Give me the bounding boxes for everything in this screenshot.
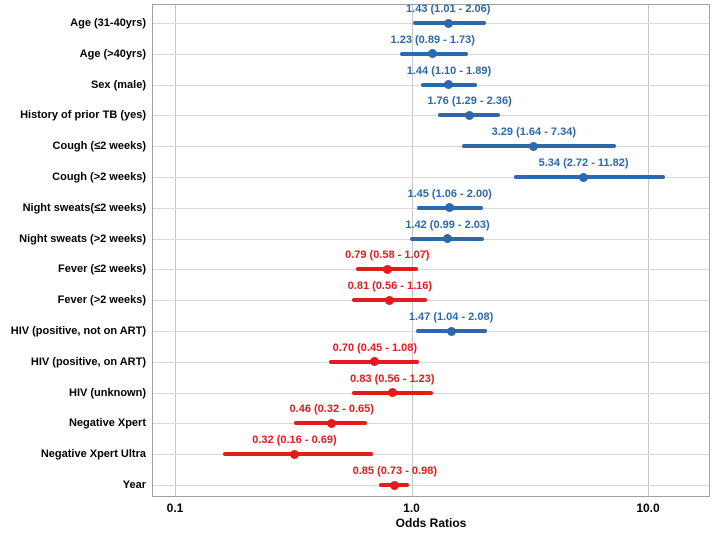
category-label: History of prior TB (yes) [20,109,146,122]
category-label: Night sweats(≤2 weeks) [22,201,146,214]
or-value-label: 1.76 (1.29 - 2.36) [427,95,512,108]
category-label: Negative Xpert Ultra [40,448,146,461]
odds-ratio-point [327,418,337,428]
odds-ratio-point [443,18,453,28]
row-gridline [153,423,709,425]
row-gridline [153,361,709,363]
category-label: Year [122,479,146,491]
row-gridline [153,454,709,456]
x-gridline [175,5,176,496]
odds-ratio-point [428,49,438,59]
x-gridline [648,5,649,496]
odds-ratio-point [385,295,395,305]
category-label: Cough (>2 weeks) [52,171,146,183]
or-value-label: 5.34 (2.72 - 11.82) [538,157,629,169]
x-tick-label: 10.0 [636,501,660,515]
row-gridline [153,115,709,117]
or-value-label: 1.42 (0.99 - 2.03) [405,218,490,231]
odds-ratio-point [387,388,397,398]
odds-ratio-point [579,172,589,182]
category-label: Negative Xpert [68,417,146,430]
or-value-label: 0.79 (0.58 - 1.07) [345,249,430,262]
row-gridline [153,146,709,148]
category-label: Fever (>2 weeks) [57,294,146,307]
row-gridline [153,177,709,178]
or-value-label: 1.45 (1.06 - 2.00) [407,187,492,200]
odds-ratio-point [443,234,453,244]
or-value-label: 0.83 (0.56 - 1.23) [350,372,435,385]
confidence-interval-line [514,175,666,179]
confidence-interval-line [462,144,617,149]
x-tick-label: 1.0 [403,501,420,515]
odds-ratio-point [444,80,454,90]
category-label: Sex (male) [90,78,146,91]
x-axis-title: Odds Ratios [395,516,467,530]
plot-area [152,4,710,497]
or-value-label: 1.43 (1.01 - 2.06) [406,3,491,15]
odds-ratio-point [446,326,456,336]
odds-ratio-point [382,264,392,274]
or-value-label: 1.44 (1.10 - 1.89) [406,64,492,77]
or-value-label: 3.29 (1.64 - 7.34) [491,126,577,139]
or-value-label: 0.32 (0.16 - 0.69) [252,434,337,447]
x-gridline [411,5,413,496]
x-tick-label: 0.1 [166,501,184,515]
category-label: Age (31-40yrs) [70,17,146,29]
category-label: HIV (positive, on ART) [30,355,146,368]
odds-ratio-point [289,449,299,459]
category-label: Age (>40yrs) [79,47,146,60]
category-label: HIV (positive, not on ART) [10,325,146,337]
odds-ratio-point [370,357,380,367]
category-label: Fever (≤2 weeks) [58,263,146,276]
or-value-label: 0.81 (0.56 - 1.16) [347,280,433,293]
odds-ratio-point [529,141,539,151]
row-gridline [153,300,709,302]
category-label: HIV (unknown) [69,386,146,399]
or-value-label: 0.85 (0.73 - 0.98) [352,465,437,477]
odds-ratio-point [465,110,475,120]
or-value-label: 1.47 (1.04 - 2.08) [408,311,494,323]
odds-ratio-point [445,203,455,213]
or-value-label: 1.23 (0.89 - 1.73) [390,33,475,46]
or-value-label: 0.46 (0.32 - 0.65) [289,403,374,416]
row-gridline [153,269,709,271]
row-gridline [153,485,709,486]
category-label: Cough (≤2 weeks) [52,140,146,153]
odds-ratio-point [390,480,400,490]
or-value-label: 0.70 (0.45 - 1.08) [332,341,418,354]
category-label: Night sweats (>2 weeks) [19,232,146,245]
